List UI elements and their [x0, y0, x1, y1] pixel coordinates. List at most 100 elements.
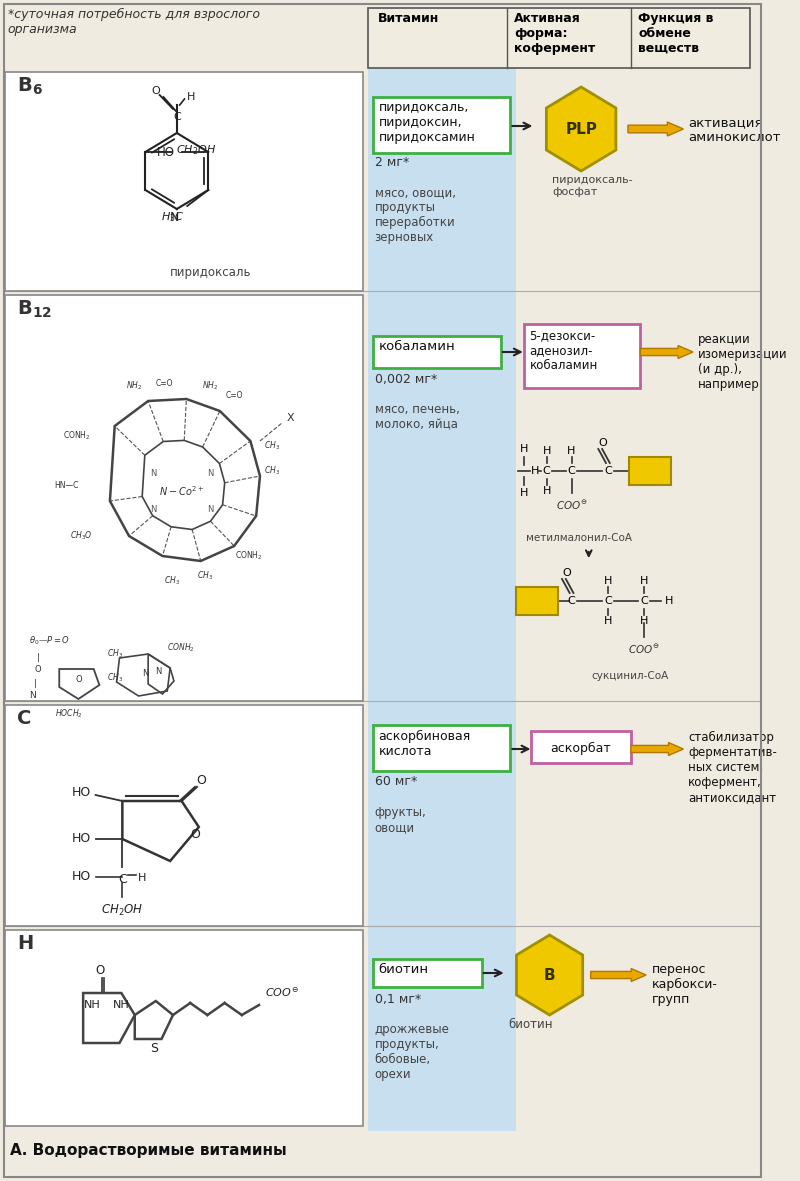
- Text: H: H: [186, 92, 194, 102]
- Text: $\mathbf{B_{12}}$: $\mathbf{B_{12}}$: [18, 299, 52, 320]
- Text: пиридоксаль: пиридоксаль: [170, 266, 251, 279]
- Text: перенос
карбокси-
групп: перенос карбокси- групп: [652, 963, 718, 1006]
- Text: A: A: [539, 599, 545, 607]
- Polygon shape: [640, 346, 693, 359]
- Text: O: O: [598, 438, 607, 448]
- Polygon shape: [631, 743, 683, 756]
- Text: O: O: [190, 829, 200, 842]
- Text: метилмалонил-СоА: метилмалонил-СоА: [526, 533, 632, 543]
- Text: $|$: $|$: [36, 651, 40, 664]
- Text: N: N: [150, 469, 156, 477]
- Text: HO: HO: [71, 787, 90, 800]
- Text: C: C: [118, 873, 126, 886]
- Text: C: C: [604, 466, 612, 476]
- FancyBboxPatch shape: [531, 731, 631, 763]
- Text: C=O: C=O: [156, 378, 173, 387]
- Text: $CH_3$: $CH_3$: [264, 465, 281, 477]
- Text: пиридоксаль-
фосфат: пиридоксаль- фосфат: [553, 175, 633, 196]
- Text: H: H: [18, 934, 34, 953]
- FancyBboxPatch shape: [629, 457, 671, 485]
- Text: мясо, печень,
молоко, яйца: мясо, печень, молоко, яйца: [374, 403, 459, 431]
- FancyBboxPatch shape: [524, 324, 640, 389]
- Text: NH: NH: [84, 1000, 101, 1010]
- Text: S: S: [150, 1043, 158, 1056]
- Text: H: H: [666, 596, 674, 606]
- Text: PLP: PLP: [565, 122, 597, 137]
- FancyBboxPatch shape: [5, 929, 363, 1125]
- Text: C: C: [173, 112, 181, 122]
- Text: $CONH_2$: $CONH_2$: [167, 641, 195, 654]
- Text: 0,002 мг*: 0,002 мг*: [374, 373, 437, 386]
- Text: N: N: [142, 668, 149, 678]
- Text: 0,1 мг*: 0,1 мг*: [374, 993, 421, 1006]
- Text: $CH_2OH$: $CH_2OH$: [176, 143, 216, 157]
- Text: $COO^{\ominus}$: $COO^{\ominus}$: [265, 986, 298, 999]
- Text: Функция в
обмене
веществ: Функция в обмене веществ: [638, 12, 714, 56]
- Text: сукцинил-СоА: сукцинил-СоА: [591, 671, 669, 681]
- Text: O: O: [562, 568, 571, 578]
- Text: $CH_2OH$: $CH_2OH$: [101, 903, 143, 918]
- Text: $\theta_0—P=O$: $\theta_0—P=O$: [29, 634, 70, 647]
- Text: $N-Co^{2+}$: $N-Co^{2+}$: [159, 484, 204, 498]
- Text: $CH_3$: $CH_3$: [264, 439, 281, 452]
- Text: Витамин: Витамин: [378, 12, 438, 25]
- Text: CONH$_2$: CONH$_2$: [234, 549, 262, 562]
- Text: O: O: [196, 775, 206, 788]
- Text: H: H: [604, 616, 612, 626]
- Text: N: N: [170, 211, 179, 224]
- Text: X: X: [286, 413, 294, 423]
- FancyBboxPatch shape: [368, 50, 516, 1131]
- Text: $CH_3$: $CH_3$: [107, 672, 123, 684]
- Text: O: O: [34, 665, 41, 673]
- Text: NH: NH: [113, 1000, 130, 1010]
- FancyBboxPatch shape: [5, 295, 363, 702]
- Text: HO: HO: [71, 870, 90, 883]
- Text: C=O: C=O: [226, 391, 243, 400]
- Text: пиридоксаль,
пиридоксин,
пиридоксамин: пиридоксаль, пиридоксин, пиридоксамин: [378, 102, 475, 144]
- Text: C: C: [543, 466, 550, 476]
- Text: активация
аминокислот: активация аминокислот: [688, 116, 781, 144]
- Polygon shape: [517, 935, 582, 1014]
- Text: C: C: [640, 596, 648, 606]
- Text: $COO^{\ominus}$: $COO^{\ominus}$: [628, 642, 660, 657]
- Text: $CH_3$: $CH_3$: [107, 647, 123, 660]
- FancyBboxPatch shape: [373, 959, 482, 987]
- Text: H: H: [519, 488, 528, 498]
- Text: C: C: [568, 466, 575, 476]
- Text: $NH_2$: $NH_2$: [202, 380, 218, 392]
- Text: $\mathbf{B_6}$: $\mathbf{B_6}$: [18, 76, 43, 97]
- Text: C: C: [18, 709, 31, 727]
- FancyBboxPatch shape: [373, 337, 501, 368]
- Text: биотин: биотин: [378, 963, 429, 976]
- Text: H: H: [567, 446, 576, 456]
- Text: 2 мг*: 2 мг*: [374, 156, 409, 169]
- FancyBboxPatch shape: [368, 8, 750, 68]
- Text: H: H: [531, 466, 539, 476]
- Text: S: S: [520, 593, 526, 603]
- Text: А. Водорастворимые витамины: А. Водорастворимые витамины: [10, 1143, 286, 1159]
- Text: N: N: [207, 469, 214, 477]
- Text: N: N: [29, 692, 35, 700]
- Text: C: C: [568, 596, 575, 606]
- Text: аскорбат: аскорбат: [550, 742, 611, 755]
- Polygon shape: [546, 87, 616, 171]
- Text: $CH_3O$: $CH_3O$: [70, 530, 93, 542]
- Text: $CH_3$: $CH_3$: [198, 569, 214, 582]
- Text: N: N: [155, 666, 162, 676]
- Text: |: |: [34, 679, 38, 687]
- Text: O: O: [151, 86, 160, 96]
- Text: $H_3C$: $H_3C$: [161, 210, 184, 224]
- Text: O: O: [96, 965, 105, 978]
- Text: A: A: [656, 469, 662, 477]
- Text: $COO^{\ominus}$: $COO^{\ominus}$: [556, 500, 587, 513]
- Text: HN—C: HN—C: [54, 482, 79, 490]
- Text: 5-дезокси-
аденозил-
кобаламин: 5-дезокси- аденозил- кобаламин: [530, 329, 598, 372]
- Text: S: S: [634, 463, 642, 474]
- Text: HO: HO: [71, 833, 90, 846]
- Text: *суточная потребность для взрослого
организма: *суточная потребность для взрослого орга…: [8, 8, 260, 37]
- Text: дрожжевые
продукты,
бобовые,
орехи: дрожжевые продукты, бобовые, орехи: [374, 1023, 450, 1081]
- FancyBboxPatch shape: [373, 97, 510, 154]
- Text: Активная
форма:
кофермент: Активная форма: кофермент: [514, 12, 595, 56]
- Text: H: H: [640, 616, 648, 626]
- Text: В: В: [544, 967, 555, 983]
